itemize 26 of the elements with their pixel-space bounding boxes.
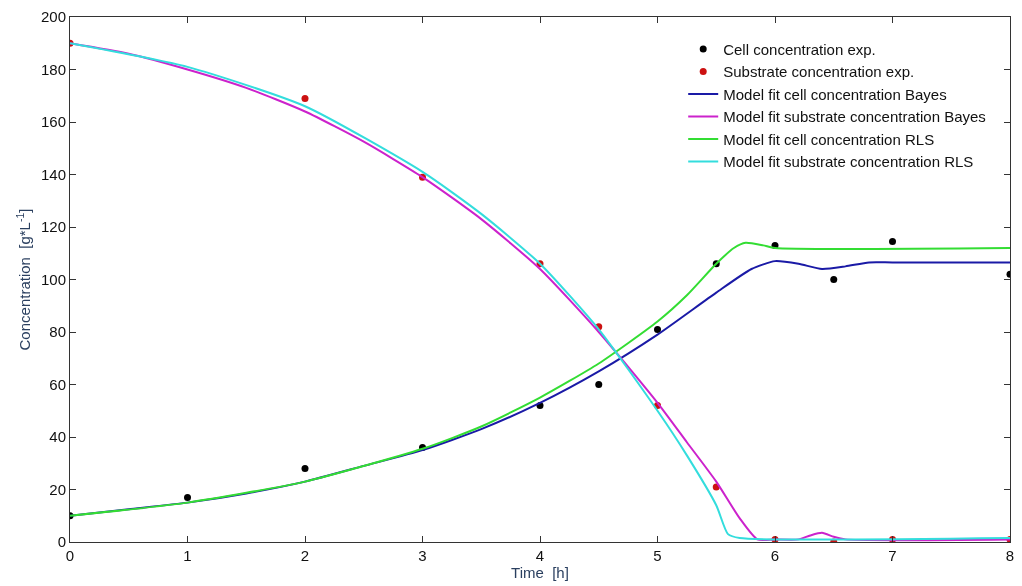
x-tick-label: 4 <box>535 547 545 564</box>
x-tick-label: 3 <box>418 547 427 564</box>
y-tick-label: 40 <box>49 428 66 446</box>
y-tick-label: 20 <box>49 480 66 498</box>
y-tick-label: 180 <box>40 60 66 78</box>
y-tick-label: 200 <box>40 8 66 26</box>
y-tick-label: 160 <box>40 113 66 131</box>
x-tick-label: 8 <box>1005 547 1015 564</box>
y-tick-label: 60 <box>49 375 66 393</box>
legend-label: Substrate concentration exp. <box>723 63 915 81</box>
legend-label: Model fit substrate concentration Bayes <box>723 108 986 126</box>
x-tick-label: 7 <box>888 547 897 564</box>
y-tick-label: 120 <box>40 218 66 236</box>
y-tick-label: 100 <box>40 270 66 288</box>
legend-label: Cell concentration exp. <box>723 40 876 58</box>
y-tick-label: 0 <box>57 533 66 551</box>
x-tick-label: 5 <box>653 547 662 564</box>
x-axis-title: Time [h] <box>511 564 569 581</box>
x-tick-label: 6 <box>770 547 780 564</box>
legend-label: Model fit cell concentration Bayes <box>723 85 947 103</box>
legend-label: Model fit substrate concentration RLS <box>723 153 974 171</box>
y-tick-label: 80 <box>49 323 66 341</box>
x-tick-label: 1 <box>183 547 192 564</box>
y-tick-label: 140 <box>40 165 66 183</box>
legend-label: Model fit cell concentration RLS <box>723 130 935 148</box>
x-tick-label: 2 <box>300 547 310 564</box>
